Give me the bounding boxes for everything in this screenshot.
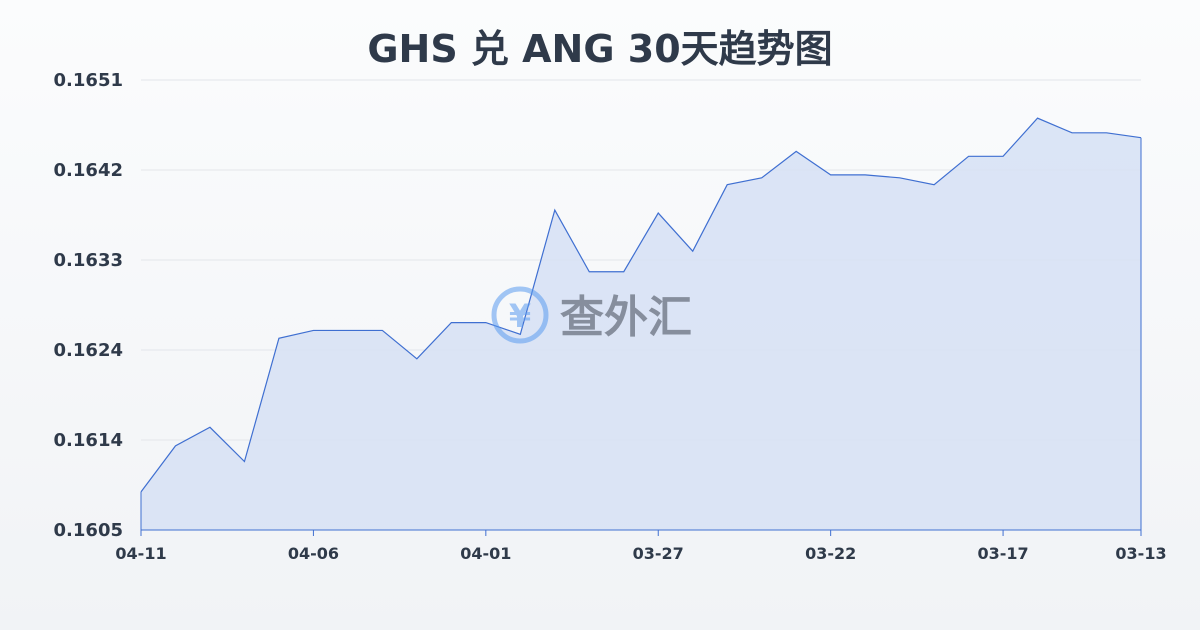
- y-tick-label: 0.1651: [54, 70, 123, 91]
- x-tick-label: 04-01: [460, 544, 511, 563]
- x-tick-label: 03-27: [633, 544, 684, 563]
- x-tick-label: 04-11: [115, 544, 166, 563]
- x-tick-label: 03-22: [805, 544, 856, 563]
- x-tick-label: 03-13: [1115, 544, 1166, 563]
- watermark-text: 查外汇: [560, 292, 692, 343]
- x-tick-label: 03-17: [977, 544, 1028, 563]
- x-tick-label: 04-06: [288, 544, 339, 563]
- svg-text:¥: ¥: [509, 297, 531, 335]
- chart-title: GHS 兑 ANG 30天趋势图: [367, 27, 833, 71]
- watermark-logo: ¥: [491, 286, 549, 344]
- y-tick-label: 0.1633: [54, 250, 123, 271]
- y-tick-label: 0.1614: [54, 430, 123, 451]
- y-tick-label: 0.1605: [54, 520, 123, 541]
- area-fill: [141, 118, 1141, 531]
- y-tick-label: 0.1624: [54, 340, 123, 361]
- series-line: [140, 117, 1142, 493]
- y-tick-label: 0.1642: [54, 160, 123, 181]
